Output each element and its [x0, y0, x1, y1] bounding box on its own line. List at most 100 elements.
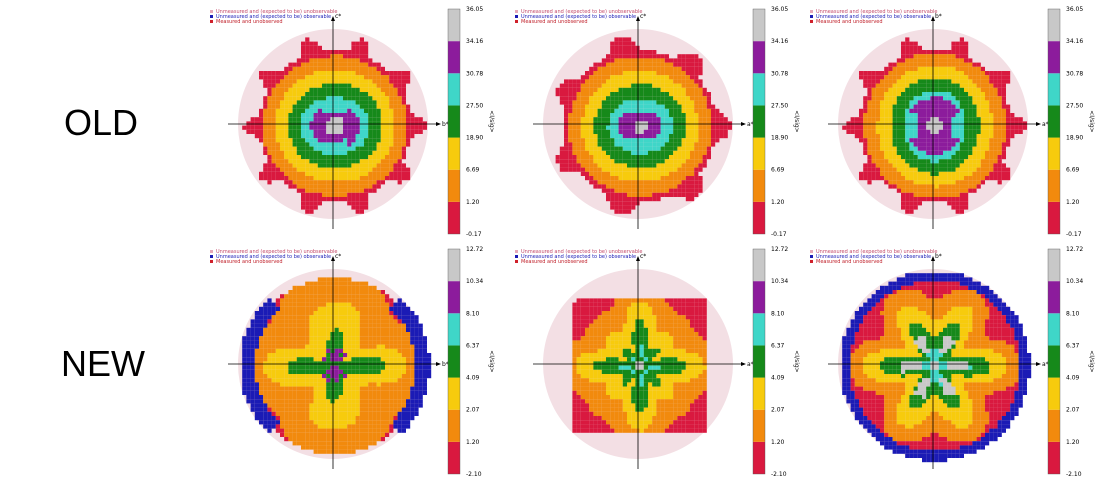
colorbar-segment	[753, 169, 765, 202]
x-axis-arrow	[436, 122, 441, 126]
colorbar-segment	[448, 281, 460, 314]
colorbar-tick-label: 1.20	[466, 439, 480, 446]
colorbar-tick-label: 8.10	[466, 310, 480, 317]
legend-swatch	[210, 15, 213, 18]
colorbar-segment	[753, 137, 765, 170]
colorbar-label: <I/sig>	[1088, 350, 1095, 372]
x-axis-label: a*	[1042, 121, 1049, 128]
colorbar-segment	[448, 105, 460, 138]
y-axis-label: c*	[335, 253, 341, 260]
colorbar-tick-label: 4.09	[466, 375, 480, 382]
y-axis-label: c*	[335, 13, 341, 20]
colorbar-tick-label: 30.78	[1066, 70, 1083, 77]
colorbar-tick-label: 18.90	[466, 135, 483, 142]
colorbar-segment	[448, 249, 460, 282]
colorbar-segment	[1048, 137, 1060, 170]
x-axis-arrow	[1036, 122, 1041, 126]
colorbar-tick-label: 1.20	[1066, 439, 1080, 446]
colorbar-tick-label: 27.50	[771, 102, 788, 109]
colorbar-tick-label: 36.05	[466, 6, 483, 13]
colorbar-segment	[1048, 345, 1060, 378]
heatmap-svg: Unmeasured and (expected to be) unobserv…	[210, 6, 495, 238]
colorbar-tick-label: 2.07	[466, 407, 480, 414]
colorbar-tick-label: 10.34	[1066, 278, 1083, 285]
colorbar-tick-label: 6.69	[1066, 167, 1080, 174]
colorbar-segment	[448, 137, 460, 170]
x-axis-arrow	[1036, 362, 1041, 366]
colorbar-tick-label: 18.90	[771, 135, 788, 142]
colorbar-segment	[753, 201, 765, 234]
colorbar-label: <I/sig>	[1088, 110, 1095, 132]
legend-label: Measured and unobserved	[521, 19, 588, 25]
colorbar-tick-label: 1.20	[466, 199, 480, 206]
colorbar-segment	[1048, 377, 1060, 410]
legend-swatch	[515, 255, 518, 258]
colorbar-tick-label: 12.72	[771, 246, 788, 253]
y-axis-label: b*	[935, 13, 942, 20]
heatmap-panel: Unmeasured and (expected to be) unobserv…	[510, 244, 810, 484]
heatmap-panel: Unmeasured and (expected to be) unobserv…	[205, 4, 505, 244]
heatmap-svg: Unmeasured and (expected to be) unobserv…	[210, 246, 495, 478]
legend-label: Unmeasured and (expected to be) unobserv…	[816, 249, 937, 255]
colorbar-tick-label: 1.20	[771, 439, 785, 446]
colorbar-frame	[447, 8, 461, 235]
colorbar-segment	[1048, 281, 1060, 314]
colorbar-segment	[448, 201, 460, 234]
colorbar-tick-label: 36.05	[771, 6, 788, 13]
legend-swatch	[210, 10, 213, 13]
x-axis-label: a*	[1042, 361, 1049, 368]
legend-swatch	[810, 260, 813, 263]
colorbar-segment	[448, 9, 460, 42]
colorbar-segment	[448, 41, 460, 74]
colorbar-segment	[1048, 249, 1060, 282]
y-axis-label: c*	[640, 253, 646, 260]
legend-label: Unmeasured and (expected to be) observab…	[816, 14, 931, 20]
heatmap-svg: Unmeasured and (expected to be) unobserv…	[810, 246, 1095, 478]
heatmap-cells	[572, 298, 707, 433]
colorbar-segment	[1048, 9, 1060, 42]
colorbar-segment	[448, 345, 460, 378]
colorbar-tick-label: 27.50	[1066, 102, 1083, 109]
colorbar-tick-label: -2.10	[771, 471, 787, 478]
colorbar-segment	[1048, 169, 1060, 202]
colorbar-tick-label: 34.16	[466, 38, 483, 45]
legend-label: Measured and unobserved	[816, 19, 883, 25]
heatmap-panel: Unmeasured and (expected to be) unobserv…	[805, 244, 1105, 484]
colorbar-segment	[448, 73, 460, 106]
heatmap-cells	[242, 277, 432, 454]
colorbar-segment	[753, 105, 765, 138]
colorbar-tick-label: -0.17	[466, 231, 482, 238]
legend-swatch	[515, 260, 518, 263]
colorbar-segment	[1048, 41, 1060, 74]
colorbar-tick-label: 30.78	[466, 70, 483, 77]
legend-label: Measured and unobserved	[216, 259, 283, 265]
legend-label: Measured and unobserved	[521, 259, 588, 265]
x-axis-label: b*	[442, 121, 449, 128]
colorbar-tick-label: 4.09	[1066, 375, 1080, 382]
legend-label: Unmeasured and (expected to be) unobserv…	[521, 9, 642, 15]
legend-label: Unmeasured and (expected to be) observab…	[216, 14, 331, 20]
colorbar-tick-label: 8.10	[771, 310, 785, 317]
colorbar-segment	[753, 345, 765, 378]
y-axis-arrow	[331, 16, 335, 21]
y-axis-arrow	[636, 16, 640, 21]
colorbar-frame	[1047, 8, 1061, 235]
row-label-new: NEW	[61, 343, 145, 384]
colorbar-tick-label: 8.10	[1066, 310, 1080, 317]
colorbar-segment	[753, 441, 765, 474]
y-axis-label: b*	[935, 253, 942, 260]
colorbar-segment	[448, 313, 460, 346]
colorbar-tick-label: 10.34	[771, 278, 788, 285]
colorbar-tick-label: -2.10	[1066, 471, 1082, 478]
colorbar-tick-label: 10.34	[466, 278, 483, 285]
legend-swatch	[810, 15, 813, 18]
colorbar-tick-label: 12.72	[1066, 246, 1083, 253]
colorbar-segment	[1048, 313, 1060, 346]
legend-label: Unmeasured and (expected to be) unobserv…	[521, 249, 642, 255]
colorbar-tick-label: 6.37	[466, 342, 480, 349]
legend-label: Unmeasured and (expected to be) unobserv…	[816, 9, 937, 15]
colorbar-tick-label: -0.17	[1066, 231, 1082, 238]
legend-label: Unmeasured and (expected to be) unobserv…	[216, 249, 337, 255]
x-axis-label: a*	[747, 361, 754, 368]
legend-label: Unmeasured and (expected to be) observab…	[216, 254, 331, 260]
